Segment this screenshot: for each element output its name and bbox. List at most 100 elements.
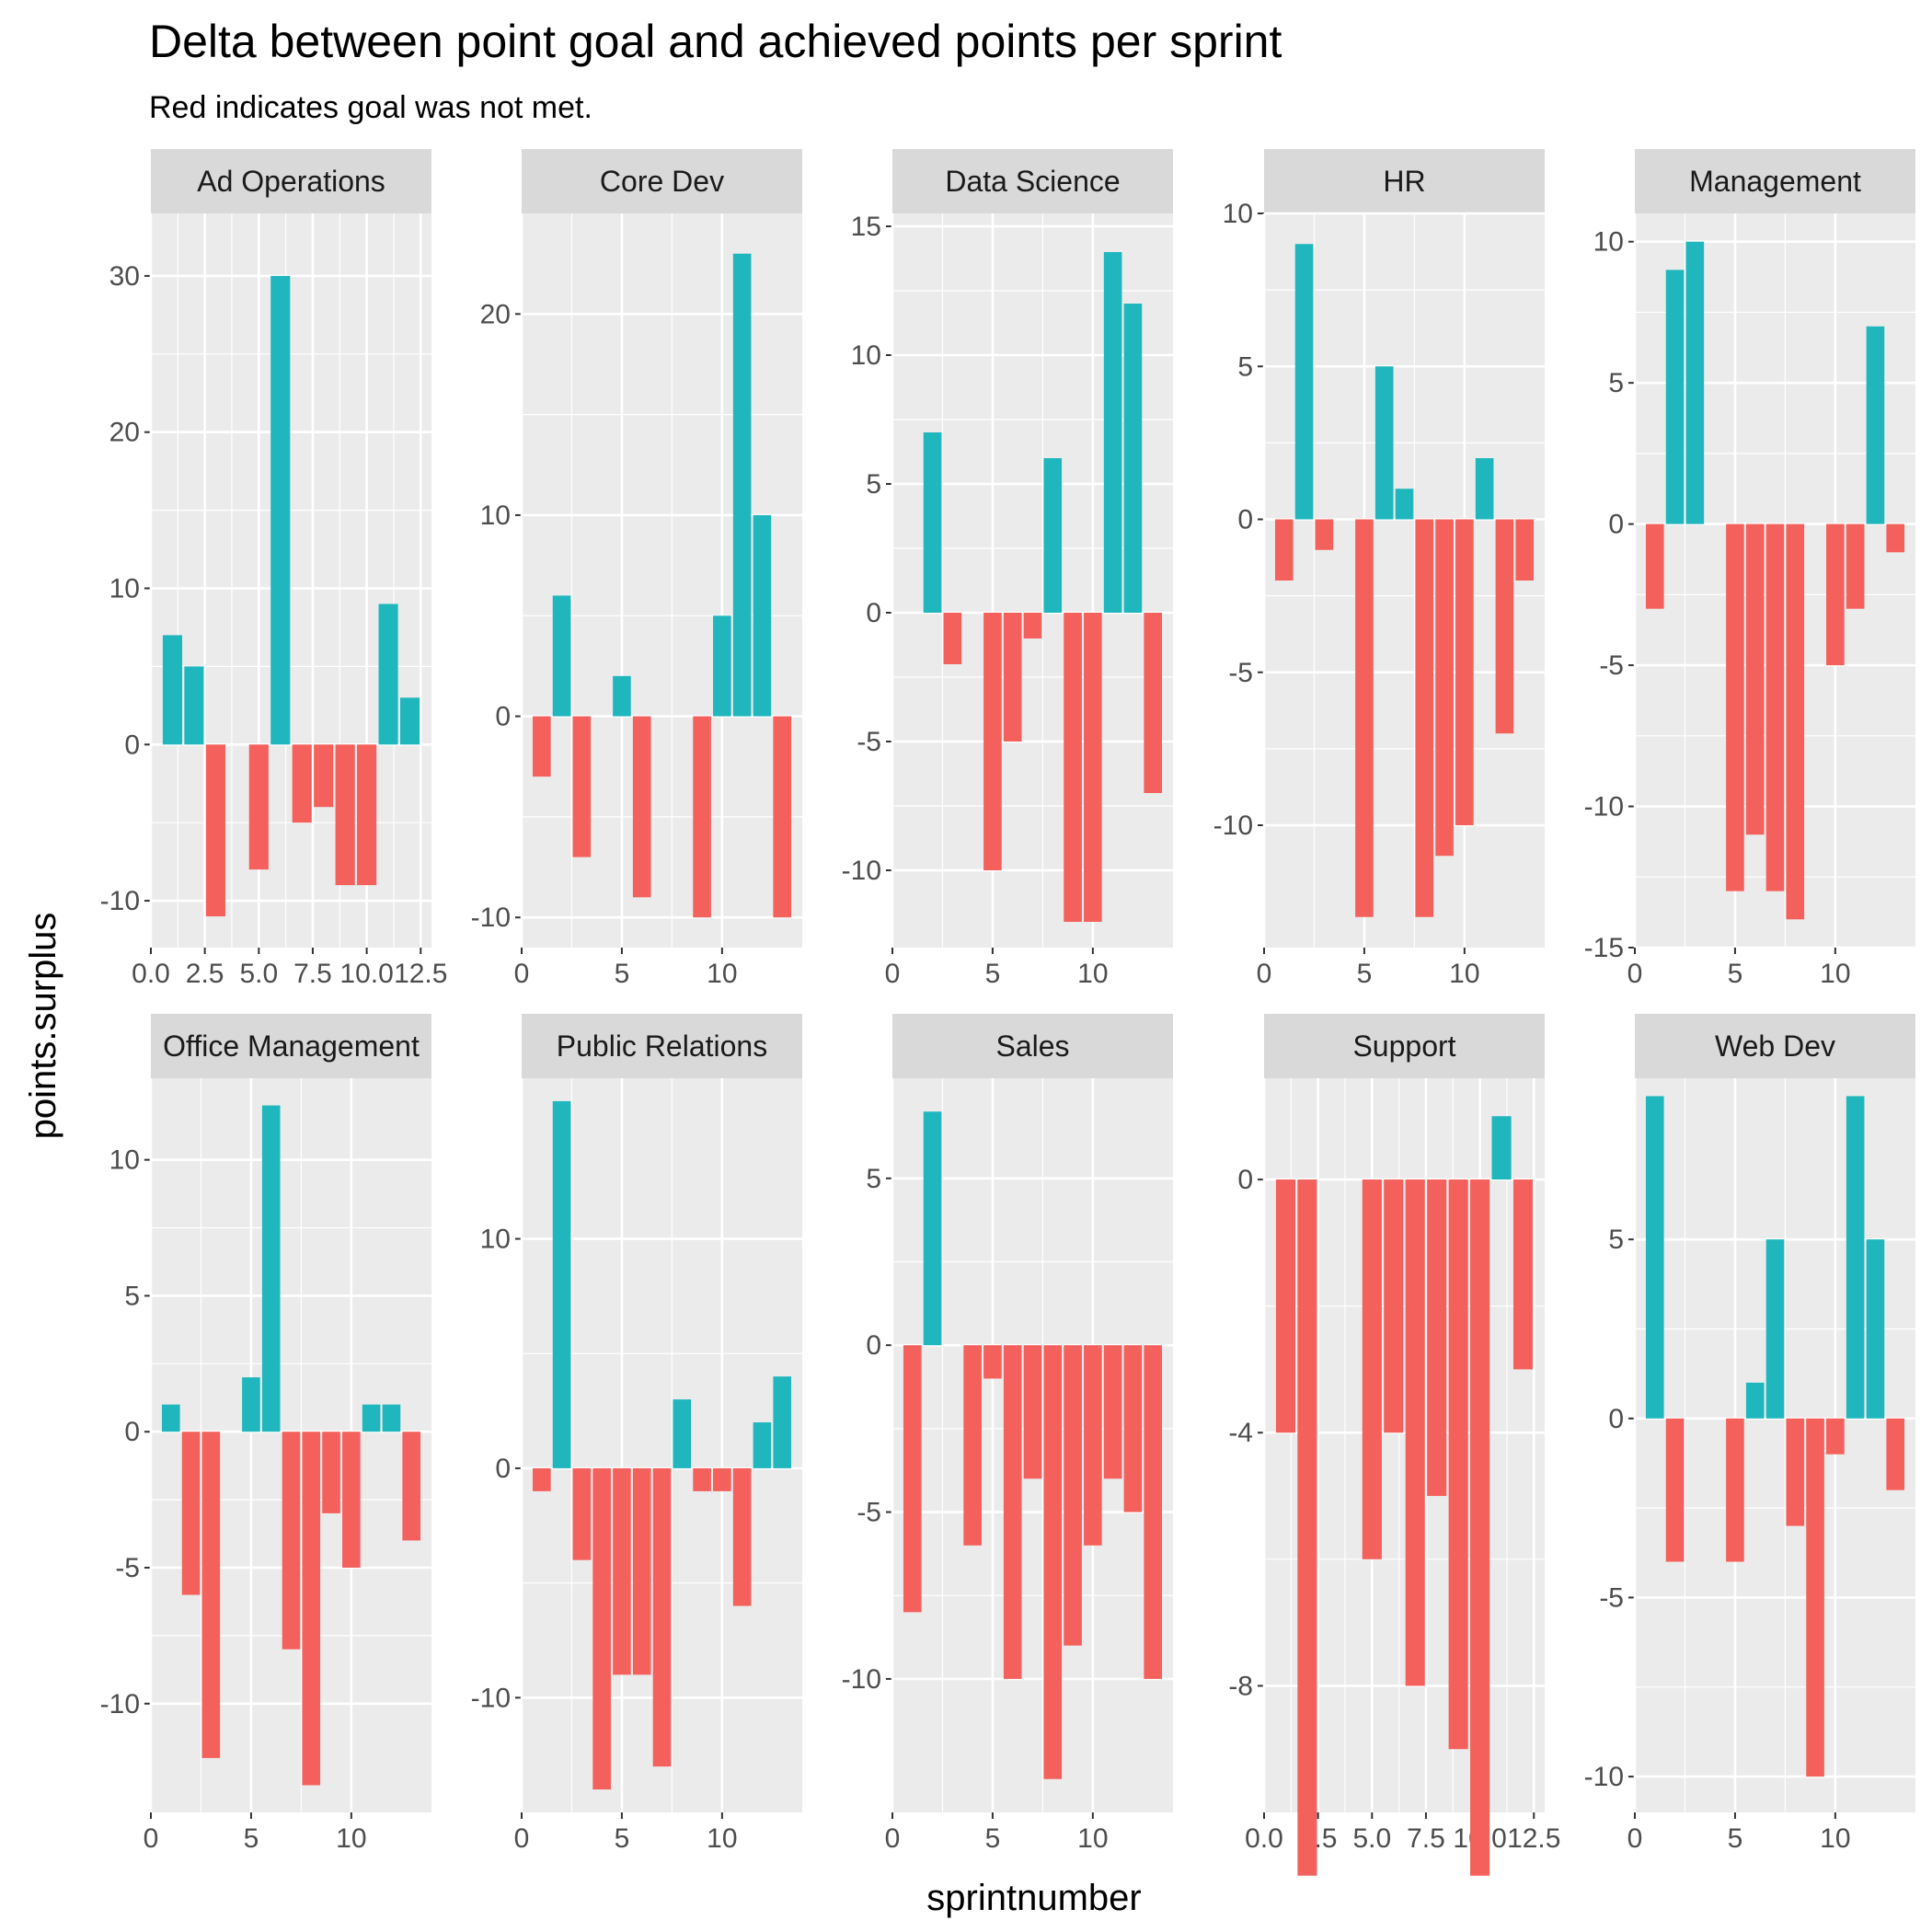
bar xyxy=(1064,1345,1082,1646)
x-tick-label: 0.0 xyxy=(1245,1823,1283,1854)
y-tick-label: -10 xyxy=(471,1683,511,1713)
x-tick-label: 5 xyxy=(985,959,1001,989)
x-tick-label: 10.0 xyxy=(339,959,393,989)
y-tick-label: 20 xyxy=(480,299,511,329)
bar xyxy=(1448,1179,1468,1750)
facet-strip-label: Data Science xyxy=(945,165,1120,198)
bar xyxy=(1495,519,1514,734)
bar xyxy=(572,716,592,857)
x-tick-label: 5.0 xyxy=(1352,1823,1391,1854)
bar xyxy=(161,1404,180,1432)
y-tick-label: 5 xyxy=(1608,1225,1624,1255)
facet-strip-label: Sales xyxy=(995,1029,1069,1063)
bar xyxy=(1745,1382,1765,1419)
y-tick-label: -5 xyxy=(857,727,881,757)
y-tick-label: -10 xyxy=(100,886,140,916)
bar xyxy=(1826,1418,1845,1455)
bar xyxy=(1123,1345,1143,1512)
y-tick-label: -10 xyxy=(842,856,881,886)
facet-public-relations: Public Relations -10 0 10 0 5 10 xyxy=(471,1014,802,1854)
bar xyxy=(1491,1116,1512,1180)
facet-strip-label: Support xyxy=(1352,1029,1455,1063)
x-tick-label: 2.5 xyxy=(186,959,224,989)
y-tick-label: 0 xyxy=(124,730,140,760)
chart-subtitle: Red indicates goal was not met. xyxy=(149,90,592,125)
facet-strip xyxy=(1635,149,1915,213)
x-tick-label: 0 xyxy=(514,959,530,989)
bar xyxy=(342,1432,361,1568)
bar xyxy=(963,1345,982,1546)
y-axis-title: points.surplus xyxy=(23,913,63,1140)
bar xyxy=(1435,519,1454,857)
bar xyxy=(1374,366,1394,520)
x-tick-label: 0 xyxy=(1627,959,1643,989)
y-tick-label: 10 xyxy=(480,1225,511,1255)
bar xyxy=(673,1399,692,1468)
facet-strip xyxy=(151,1014,431,1078)
bar xyxy=(1765,523,1785,891)
x-tick-label: 5 xyxy=(1728,959,1743,989)
bar xyxy=(613,675,631,717)
y-tick-label: 10 xyxy=(1593,227,1624,258)
y-tick-label: -10 xyxy=(1584,1762,1624,1792)
bar xyxy=(1003,613,1022,742)
bar xyxy=(572,1467,592,1560)
facet-strip xyxy=(1264,149,1545,213)
bar xyxy=(1023,613,1042,638)
y-tick-label: 10 xyxy=(109,1145,140,1176)
y-tick-label: 10 xyxy=(480,500,511,531)
bar xyxy=(753,1422,772,1468)
bar xyxy=(382,1404,401,1432)
x-tick-label: 10 xyxy=(1449,959,1479,989)
bar xyxy=(1123,304,1143,613)
facet-strip xyxy=(892,149,1173,213)
x-tick-label: 0 xyxy=(885,959,901,989)
bar xyxy=(1103,252,1122,613)
y-tick-label: -10 xyxy=(100,1689,140,1719)
facet-strip-label: Ad Operations xyxy=(197,165,385,198)
x-tick-label: 0.0 xyxy=(132,959,170,989)
bar xyxy=(1866,326,1885,524)
x-tick-label: 7.5 xyxy=(293,959,332,989)
y-tick-label: 0 xyxy=(866,598,881,628)
bar xyxy=(1826,523,1845,666)
bar xyxy=(532,1467,551,1491)
y-tick-label: -5 xyxy=(1228,658,1253,688)
bar xyxy=(923,432,942,613)
x-tick-label: 7.5 xyxy=(1407,1823,1445,1854)
bar xyxy=(983,1345,1002,1379)
bar xyxy=(201,1432,221,1758)
bar xyxy=(552,1100,571,1468)
bar xyxy=(713,1467,731,1491)
bar xyxy=(261,1105,281,1432)
bar xyxy=(753,514,772,717)
y-tick-label: -10 xyxy=(1584,792,1624,822)
x-axis-title: sprintnumber xyxy=(926,1878,1141,1918)
bar xyxy=(1515,519,1535,581)
facet-strip-label: Office Management xyxy=(163,1029,420,1063)
x-tick-label: 10 xyxy=(1077,959,1108,989)
x-tick-label: 5 xyxy=(615,959,630,989)
x-tick-label: 12.5 xyxy=(1507,1823,1560,1854)
bar xyxy=(248,744,269,870)
bar xyxy=(632,716,651,898)
bar xyxy=(592,1467,611,1790)
bar xyxy=(652,1467,672,1767)
facet-strip xyxy=(151,149,431,213)
y-tick-label: -5 xyxy=(115,1553,140,1583)
bar xyxy=(282,1432,301,1650)
facet-management: Management -15 -10 -5 0 5 10 0 5 10 xyxy=(1584,149,1915,989)
bar xyxy=(1395,489,1414,520)
facet-strip-label: Management xyxy=(1689,165,1861,198)
bar xyxy=(1786,523,1805,920)
y-tick-label: -10 xyxy=(471,903,511,933)
bar xyxy=(1786,1418,1805,1526)
x-tick-label: 0 xyxy=(885,1823,901,1854)
bar xyxy=(983,613,1002,870)
bar xyxy=(693,716,711,918)
bar xyxy=(162,635,183,745)
bar xyxy=(1645,523,1664,609)
y-tick-label: 15 xyxy=(851,212,881,242)
